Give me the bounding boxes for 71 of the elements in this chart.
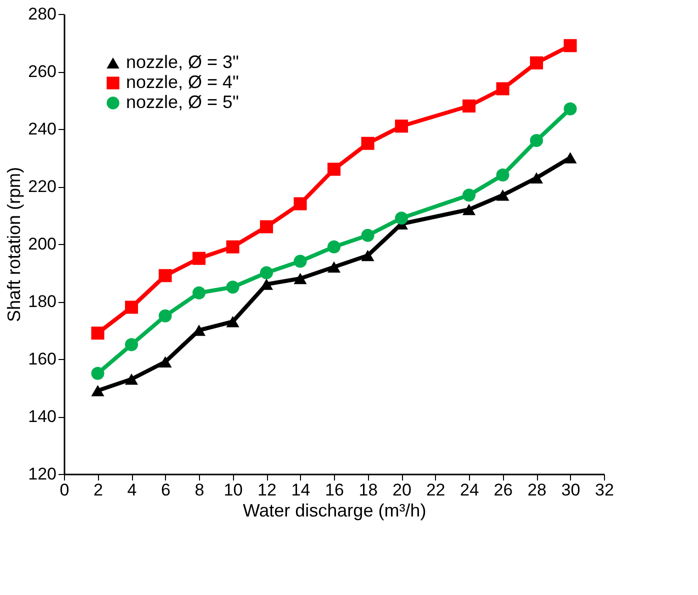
point xyxy=(192,252,206,265)
point xyxy=(394,212,408,225)
x-tick-label: 2 xyxy=(94,480,103,500)
point xyxy=(496,82,510,96)
point xyxy=(91,326,104,340)
x-tick-label: 16 xyxy=(325,480,344,500)
y-tick-label: 140 xyxy=(28,407,56,426)
legend-label: nozzle, Ø = 3" xyxy=(126,52,239,72)
y-tick-label: 220 xyxy=(28,177,56,196)
point xyxy=(530,172,544,184)
point xyxy=(462,99,476,113)
y-tick-label: 120 xyxy=(28,464,56,484)
point xyxy=(158,269,172,282)
point xyxy=(361,136,374,150)
point xyxy=(564,39,577,52)
point xyxy=(294,272,307,284)
y-tick-label: 280 xyxy=(28,4,56,24)
x-tick-label: 18 xyxy=(358,480,378,500)
x-tick-label: 28 xyxy=(528,480,546,500)
x-tick-label: 22 xyxy=(426,480,446,500)
x-tick-label: 30 xyxy=(561,480,580,500)
point xyxy=(294,197,307,210)
point xyxy=(158,309,172,322)
y-tick-label: 240 xyxy=(28,120,56,138)
legend-label: nozzle, Ø = 4" xyxy=(126,72,239,92)
point xyxy=(124,338,138,352)
x-tick-label: 8 xyxy=(194,480,204,500)
point xyxy=(564,152,577,164)
y-tick-label: 260 xyxy=(28,62,56,81)
point xyxy=(361,250,374,262)
point xyxy=(124,300,138,314)
point xyxy=(226,280,240,294)
point xyxy=(530,134,544,148)
point xyxy=(226,316,240,328)
point xyxy=(91,366,104,380)
y-tick-label: 160 xyxy=(28,350,56,368)
x-tick-label: 32 xyxy=(595,480,614,500)
point xyxy=(158,356,172,368)
point xyxy=(124,373,138,385)
point xyxy=(530,56,544,70)
x-tick-label: 6 xyxy=(161,480,170,500)
point xyxy=(462,188,476,202)
x-tick-label: 0 xyxy=(60,480,70,500)
point xyxy=(496,168,510,182)
point xyxy=(496,189,510,201)
point xyxy=(91,384,104,396)
point xyxy=(294,254,307,268)
point xyxy=(192,286,206,300)
y-tick-label: 200 xyxy=(28,234,56,254)
x-tick-label: 14 xyxy=(291,480,310,500)
point xyxy=(260,266,274,280)
point xyxy=(260,220,274,234)
point xyxy=(327,261,341,273)
x-tick-label: 20 xyxy=(392,480,412,500)
point xyxy=(327,240,341,254)
y-axis-title: Shaft rotation (rpm) xyxy=(4,166,24,322)
x-tick-label: 24 xyxy=(460,480,479,500)
x-tick-label: 26 xyxy=(494,480,513,500)
point xyxy=(564,102,577,116)
x-tick-label: 12 xyxy=(258,480,276,500)
point xyxy=(361,228,374,242)
point xyxy=(462,204,476,216)
y-tick-label: 180 xyxy=(28,292,56,311)
x-tick-label: 4 xyxy=(127,480,137,500)
point xyxy=(260,278,274,290)
x-axis-title: Water discharge (m³/h) xyxy=(242,500,426,520)
point xyxy=(226,240,240,254)
legend-label: nozzle, Ø = 5" xyxy=(126,92,239,112)
x-tick-label: 10 xyxy=(224,480,243,500)
point xyxy=(394,120,408,133)
point xyxy=(327,162,341,176)
